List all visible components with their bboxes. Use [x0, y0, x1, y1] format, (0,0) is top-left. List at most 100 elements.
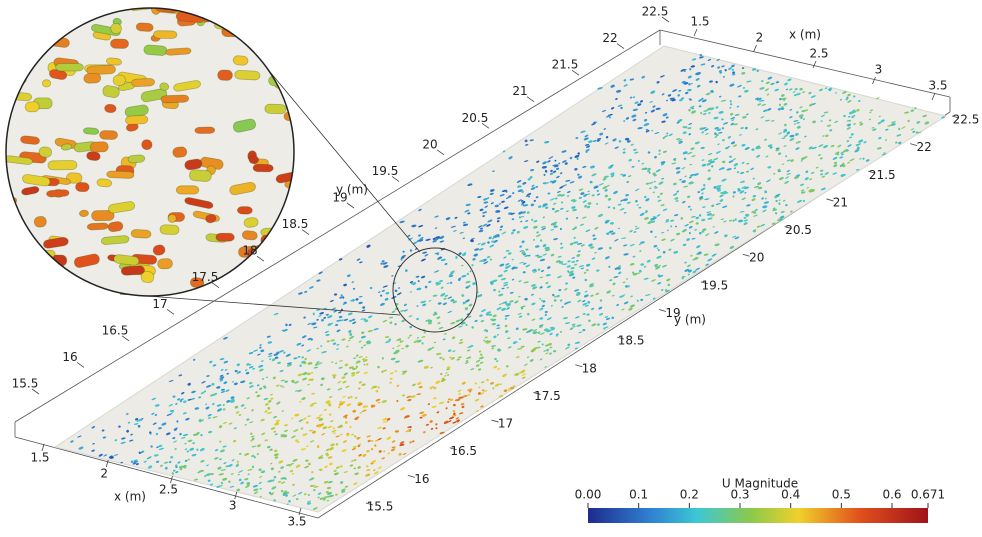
tick-mark — [77, 362, 84, 367]
vortex-blob — [9, 10, 31, 19]
tick-label: 19.5 — [372, 164, 399, 178]
tick-label: 3.5 — [287, 515, 306, 529]
vortex-blob — [265, 104, 287, 114]
tick-mark — [617, 44, 624, 49]
vortex-blob — [131, 78, 154, 87]
tick-label: 2.5 — [159, 483, 178, 497]
vortex-blob — [216, 233, 234, 241]
tick-label: 21.5 — [552, 58, 579, 72]
tick-label: 2 — [100, 467, 108, 481]
vortex-blob — [251, 294, 263, 305]
tick-label: 2.5 — [809, 47, 828, 61]
vortex-blob — [291, 105, 308, 113]
vortex-blob — [70, 289, 99, 302]
vortex-blob — [288, 24, 317, 39]
vortex-blob — [83, 127, 99, 134]
tick-mark — [813, 61, 816, 68]
colorbar-tick-label: 0.5 — [832, 488, 851, 502]
vortex-blob — [68, 284, 82, 292]
vortex-blob — [251, 258, 263, 269]
tick-label: 3.5 — [928, 79, 947, 93]
vortex-blob — [285, 181, 310, 190]
vortex-blob — [165, 48, 191, 56]
tick-label: 1.5 — [30, 451, 49, 465]
vortex-blob — [5, 266, 32, 278]
tick-label: 3 — [229, 499, 237, 513]
vortex-blob — [34, 216, 47, 228]
vortex-blob — [0, 221, 25, 235]
tick-label: 18.5 — [618, 334, 645, 348]
tick-label: 22.5 — [642, 5, 669, 19]
tick-label: 18 — [582, 361, 597, 375]
tick-label: 20.5 — [462, 111, 489, 125]
vortex-blob — [275, 269, 295, 277]
vortex-blob — [19, 261, 37, 268]
vortex-blob — [136, 23, 154, 32]
vortex-blob — [161, 95, 189, 103]
tick-label: 22 — [917, 140, 932, 154]
tick-label: 16 — [62, 350, 77, 364]
vortex-blob — [90, 142, 108, 153]
vortex-blob — [237, 207, 252, 215]
tick-label: 20.5 — [785, 223, 812, 237]
vortex-blob — [235, 70, 261, 80]
colorbar-tick-label: 0.671 — [911, 488, 945, 502]
tick-mark — [754, 45, 757, 52]
vortex-blob — [235, 269, 247, 278]
tick-mark — [257, 256, 264, 261]
tick-mark — [437, 150, 444, 155]
vortex-blob — [125, 115, 148, 125]
axis-title: x (m) — [114, 490, 146, 504]
tick-label: 21 — [833, 195, 848, 209]
tick-mark — [527, 97, 534, 102]
tick-label: 18 — [242, 244, 257, 258]
tick-label: 21.5 — [869, 168, 896, 182]
tick-label: 21 — [512, 84, 527, 98]
vortex-blob — [172, 146, 187, 157]
tick-label: 22 — [602, 31, 617, 45]
vortex-blob — [110, 39, 128, 49]
vortex-blob — [222, 26, 243, 37]
tick-label: 16.5 — [102, 323, 129, 337]
vortex-blob — [79, 210, 89, 217]
vortex-blob — [247, 284, 271, 291]
tick-label: 20 — [422, 137, 437, 151]
vortex-blob — [115, 295, 139, 302]
vortex-blob — [56, 64, 84, 72]
tick-label: 15.5 — [12, 377, 39, 391]
vortex-blob — [84, 73, 101, 83]
vortex-blob — [280, 236, 309, 249]
vortex-blob — [231, 297, 252, 307]
vortex-blob — [87, 223, 108, 230]
vortex-blob — [218, 70, 233, 81]
tick-label: 20 — [749, 251, 764, 265]
vortex-blob — [51, 0, 73, 7]
vortex-blob — [189, 0, 207, 8]
vortex-blob — [131, 229, 151, 238]
tick-label: 17.5 — [534, 389, 561, 403]
tick-label: 16 — [414, 472, 429, 486]
vortex-blob — [189, 169, 212, 181]
tick-label: 17 — [498, 417, 513, 431]
tick-label: 19.5 — [701, 278, 728, 292]
vortex-blob — [23, 34, 34, 45]
visualization: U Magnitude 1.522.533.5x (m)15.51616.517… — [0, 0, 982, 537]
vortex-blob — [75, 182, 89, 192]
tick-label: 1.5 — [690, 15, 709, 29]
vortex-blob — [113, 75, 126, 86]
tick-label: 22.5 — [953, 113, 980, 127]
tick-label: 2 — [756, 31, 764, 45]
vortex-blob — [107, 171, 135, 179]
vortex-blob — [48, 160, 77, 170]
colorbar-tick-label: 0.1 — [629, 488, 648, 502]
axis-title: y (m) — [674, 313, 706, 327]
vortex-blob — [294, 267, 312, 275]
vortex-blob — [97, 178, 112, 187]
colorbar — [588, 508, 928, 523]
vortex-blob — [46, 190, 69, 198]
vortex-blob — [100, 131, 118, 140]
vortex-blob — [157, 258, 172, 269]
vortex-blob — [25, 102, 39, 112]
colorbar-tick-label: 0.6 — [882, 488, 901, 502]
colorbar-tick-label: 0.00 — [575, 488, 602, 502]
